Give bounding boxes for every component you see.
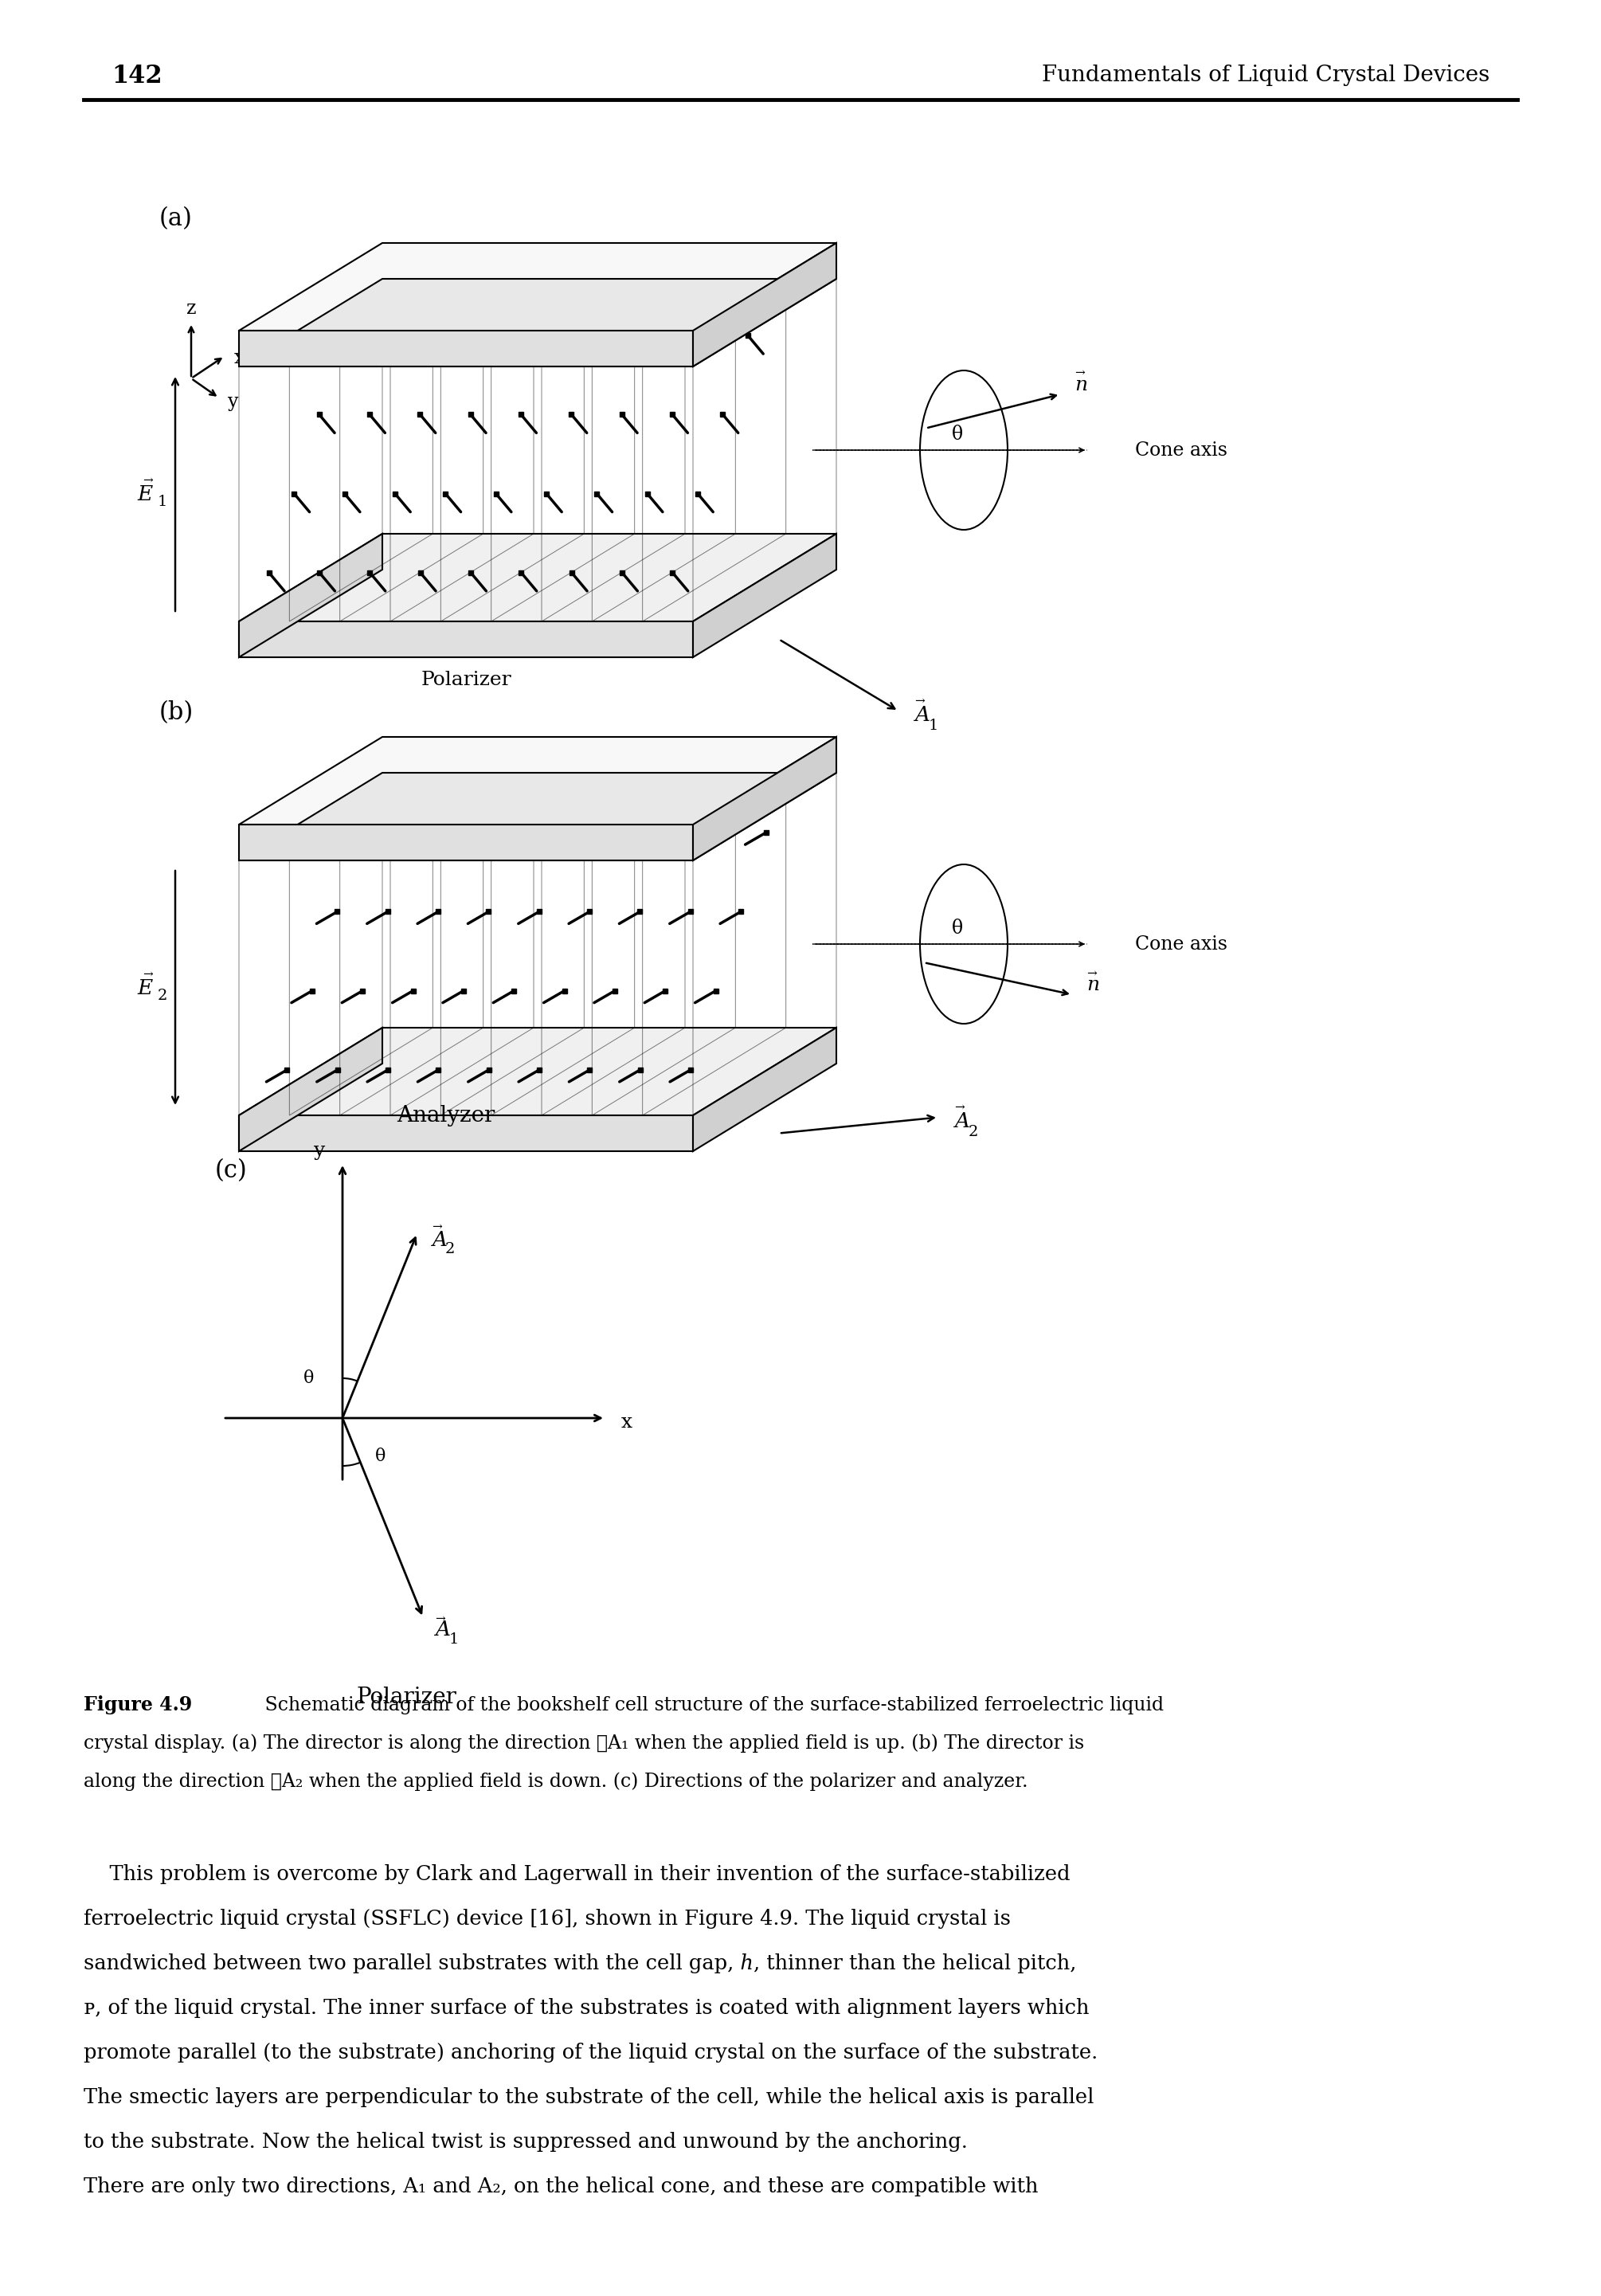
- Polygon shape: [239, 824, 693, 861]
- Text: Analyzer: Analyzer: [397, 1104, 495, 1125]
- Text: Cone axis: Cone axis: [1135, 441, 1228, 459]
- Text: θ: θ: [304, 1368, 314, 1387]
- Text: 2: 2: [157, 990, 167, 1003]
- Polygon shape: [239, 243, 836, 331]
- Polygon shape: [693, 737, 836, 861]
- Text: →: →: [435, 1614, 445, 1626]
- Text: (b): (b): [160, 700, 194, 726]
- Polygon shape: [693, 533, 836, 657]
- Text: along the direction ⃗A₂ when the applied field is down. (c) Directions of the po: along the direction ⃗A₂ when the applied…: [83, 1773, 1028, 1791]
- Text: →: →: [142, 969, 154, 980]
- Text: →: →: [431, 1221, 442, 1233]
- Polygon shape: [693, 243, 836, 367]
- Polygon shape: [239, 622, 693, 657]
- Text: 2: 2: [445, 1242, 455, 1256]
- Text: A: A: [431, 1231, 447, 1249]
- Text: 2: 2: [969, 1125, 978, 1139]
- Text: A: A: [435, 1619, 450, 1639]
- Text: A: A: [914, 705, 930, 726]
- Text: →: →: [914, 696, 924, 707]
- Text: →: →: [954, 1102, 964, 1114]
- Text: x: x: [234, 349, 245, 367]
- Text: The smectic layers are perpendicular to the substrate of the cell, while the hel: The smectic layers are perpendicular to …: [83, 2087, 1093, 2108]
- Text: θ: θ: [375, 1446, 386, 1465]
- Text: Fundamentals of Liquid Crystal Devices: Fundamentals of Liquid Crystal Devices: [1042, 64, 1489, 87]
- Text: This problem is overcome by Clark and Lagerwall in their invention of the surfac: This problem is overcome by Clark and La…: [83, 1864, 1069, 1885]
- Text: E: E: [138, 484, 154, 503]
- Text: 1: 1: [157, 494, 167, 510]
- Polygon shape: [239, 774, 836, 861]
- Text: (a): (a): [160, 207, 192, 232]
- Text: n: n: [1087, 976, 1100, 994]
- Polygon shape: [239, 278, 836, 367]
- Text: ᴘ, of the liquid crystal. The inner surface of the substrates is coated with ali: ᴘ, of the liquid crystal. The inner surf…: [83, 1998, 1089, 2018]
- Text: ferroelectric liquid crystal (SSFLC) device [16], shown in Figure 4.9. The liqui: ferroelectric liquid crystal (SSFLC) dev…: [83, 1908, 1010, 1929]
- Polygon shape: [239, 533, 383, 657]
- Text: θ: θ: [951, 425, 964, 443]
- Text: crystal display. (a) The director is along the direction ⃗A₁ when the applied fi: crystal display. (a) The director is alo…: [83, 1733, 1084, 1752]
- Polygon shape: [239, 533, 836, 622]
- Text: n: n: [1074, 377, 1087, 395]
- Text: →: →: [142, 475, 154, 487]
- Text: y: y: [227, 393, 239, 411]
- Text: A: A: [954, 1111, 969, 1132]
- Text: (c): (c): [215, 1159, 248, 1182]
- Text: 142: 142: [112, 64, 162, 87]
- Text: z: z: [186, 298, 197, 317]
- Text: promote parallel (to the substrate) anchoring of the liquid crystal on the surfa: promote parallel (to the substrate) anch…: [83, 2043, 1098, 2062]
- Text: Cone axis: Cone axis: [1135, 934, 1228, 953]
- Polygon shape: [239, 331, 693, 367]
- Text: θ: θ: [951, 918, 964, 937]
- Text: Analyzer: Analyzer: [469, 280, 559, 298]
- Polygon shape: [239, 1029, 383, 1150]
- Text: x: x: [621, 1412, 632, 1430]
- Text: →: →: [1087, 969, 1097, 980]
- Text: There are only two directions, A₁ and A₂, on the helical cone, and these are com: There are only two directions, A₁ and A₂…: [83, 2177, 1039, 2197]
- Polygon shape: [239, 1029, 836, 1116]
- Text: Schematic diagram of the bookshelf cell structure of the surface-stabilized ferr: Schematic diagram of the bookshelf cell …: [247, 1697, 1164, 1715]
- Text: →: →: [1074, 367, 1085, 379]
- Text: y: y: [314, 1141, 325, 1159]
- Text: 1: 1: [448, 1632, 458, 1646]
- Text: Polarizer: Polarizer: [355, 1685, 456, 1708]
- Text: sandwiched between two parallel substrates with the cell gap, ℎ, thinner than th: sandwiched between two parallel substrat…: [83, 1954, 1076, 1972]
- Text: 1: 1: [929, 719, 938, 732]
- Text: Figure 4.9: Figure 4.9: [83, 1694, 192, 1715]
- Polygon shape: [693, 1029, 836, 1150]
- Polygon shape: [239, 1116, 693, 1150]
- Polygon shape: [239, 737, 836, 824]
- Text: to the substrate. Now the helical twist is suppressed and unwound by the anchori: to the substrate. Now the helical twist …: [83, 2133, 967, 2151]
- Text: Polarizer: Polarizer: [421, 670, 511, 689]
- Text: E: E: [138, 978, 154, 999]
